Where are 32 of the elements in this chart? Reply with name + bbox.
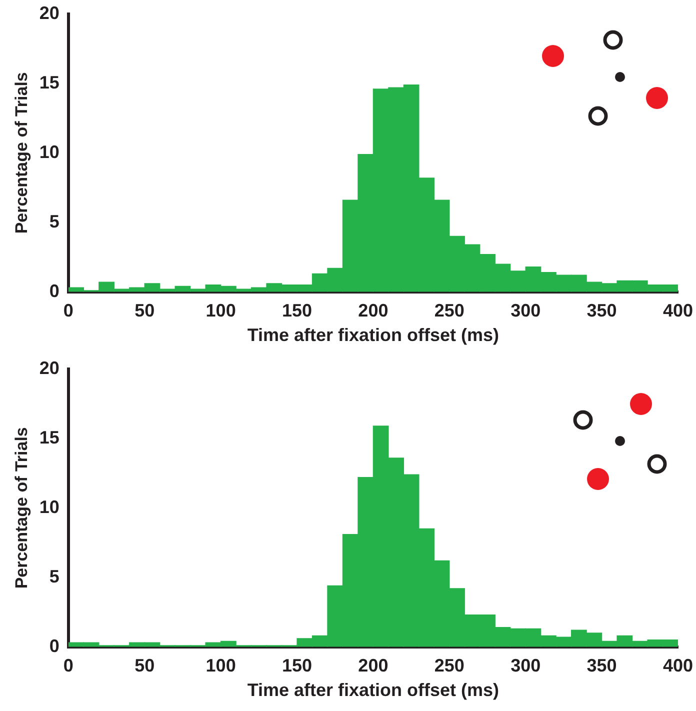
- y-tick-label: 15: [39, 427, 60, 448]
- y-tick-label: 0: [49, 280, 60, 301]
- y-tick-label: 20: [39, 2, 60, 23]
- x-tick-label: 50: [134, 300, 155, 321]
- y-tick-label: 20: [39, 358, 60, 378]
- x-tick-label: 350: [586, 656, 617, 676]
- x-tick-label: 350: [586, 300, 617, 321]
- y-axis-title: Percentage of Trials: [12, 72, 31, 234]
- y-tick-label: 0: [49, 636, 60, 656]
- x-tick-label: 150: [282, 656, 312, 676]
- x-tick-label: 300: [510, 300, 541, 321]
- x-tick-label: 250: [434, 656, 464, 676]
- x-tick-label: 100: [206, 300, 236, 321]
- x-tick-label: 400: [662, 300, 694, 321]
- x-tick-label: 50: [134, 656, 155, 676]
- y-tick-label: 5: [49, 211, 60, 232]
- x-tick-label: 300: [510, 656, 541, 676]
- x-axis-title: Time after fixation offset (ms): [247, 680, 500, 700]
- x-tick-label: 400: [662, 656, 694, 676]
- x-tick-label: 100: [206, 656, 236, 676]
- y-axis-title: Percentage of Trials: [12, 427, 31, 589]
- x-tick-label: 0: [63, 656, 74, 676]
- y-tick-label: 15: [39, 72, 60, 92]
- x-tick-label: 0: [63, 300, 74, 321]
- x-tick-label: 200: [358, 300, 388, 321]
- x-tick-label: 150: [282, 300, 312, 321]
- y-tick-label: 10: [39, 142, 60, 162]
- x-tick-label: 200: [358, 656, 388, 676]
- y-tick-label: 5: [49, 566, 60, 586]
- x-axis-title: Time after fixation offset (ms): [247, 325, 500, 346]
- x-tick-label: 250: [434, 300, 464, 321]
- y-tick-label: 10: [39, 496, 60, 517]
